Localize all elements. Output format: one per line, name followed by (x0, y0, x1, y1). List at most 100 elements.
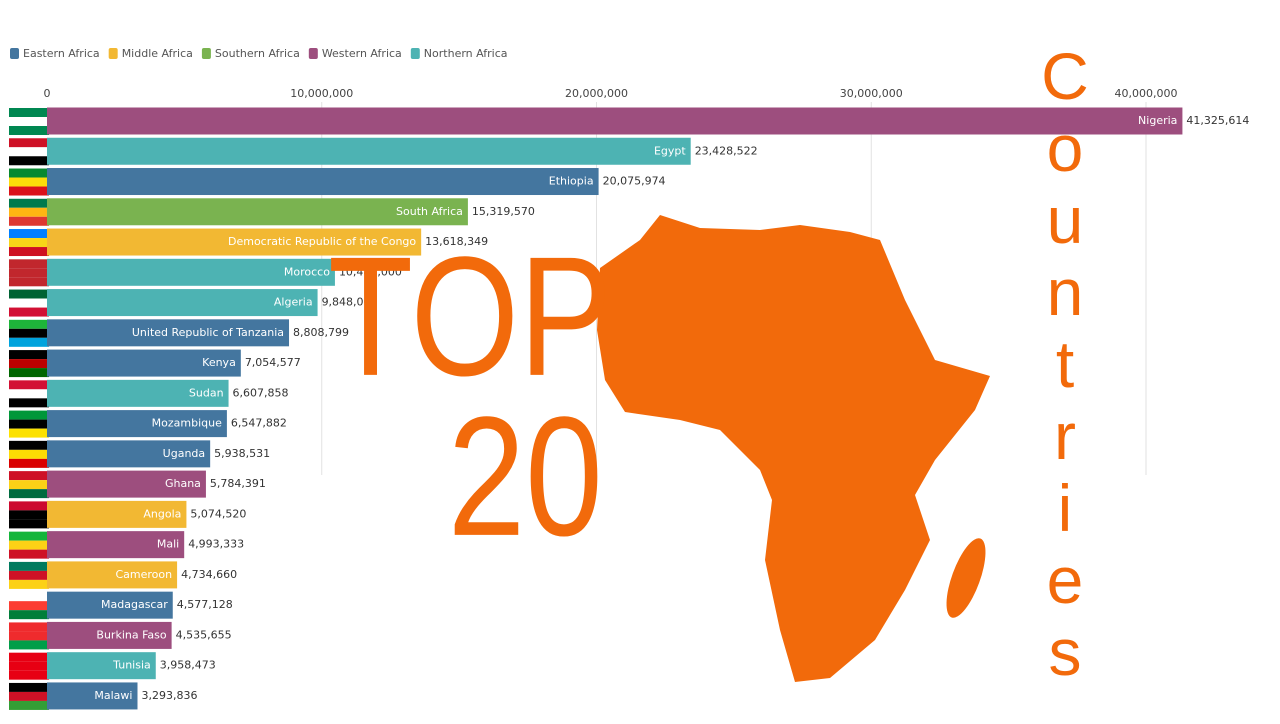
flag (9, 682, 49, 692)
bar-label: Egypt (654, 144, 686, 157)
flag (9, 268, 49, 278)
flag (9, 610, 49, 620)
flag (9, 531, 49, 541)
flag (9, 117, 49, 126)
value-label: 8,808,799 (293, 326, 349, 339)
legend-swatch (10, 48, 19, 59)
value-label: 4,993,333 (188, 538, 244, 551)
legend-swatch (410, 48, 420, 59)
bar (47, 652, 156, 680)
bar (47, 682, 138, 710)
flag (9, 592, 49, 602)
flag (9, 307, 49, 317)
bar (47, 168, 599, 196)
bar (47, 289, 318, 317)
legend-label: Southern Africa (215, 47, 300, 60)
flag (9, 501, 49, 511)
value-label: 6,607,858 (233, 386, 289, 399)
flag (9, 661, 49, 671)
flag (9, 368, 49, 378)
bar-label: Tunisia (112, 659, 151, 672)
flag (9, 138, 49, 148)
flag (9, 570, 49, 580)
bar-label: Democratic Republic of the Congo (228, 235, 416, 248)
flag (9, 337, 49, 347)
flag (9, 428, 49, 438)
value-label: 5,938,531 (214, 447, 270, 460)
flag (9, 449, 49, 459)
bar-label: United Republic of Tanzania (132, 326, 284, 339)
bar-label: Burkina Faso (96, 628, 166, 641)
bar-label: Morocco (284, 265, 330, 278)
madagascar (946, 538, 986, 618)
bar-label: South Africa (396, 205, 463, 218)
flag (9, 410, 49, 420)
bar-label: Uganda (163, 447, 205, 460)
flag (9, 156, 49, 166)
flag (9, 147, 49, 157)
bar-label: Sudan (189, 386, 224, 399)
legend-swatch (308, 48, 318, 59)
flag (9, 471, 49, 481)
bar-label: Ghana (165, 477, 201, 490)
bar-label: Mali (157, 538, 179, 551)
flag (9, 216, 49, 226)
value-label: 23,428,522 (695, 144, 758, 157)
flag (9, 519, 49, 529)
x-tick-label: 20,000,000 (565, 87, 628, 100)
flag (9, 561, 49, 571)
flag (9, 186, 49, 196)
value-label: 5,074,520 (190, 507, 246, 520)
flag (9, 359, 49, 369)
legend-label: Middle Africa (122, 47, 193, 60)
flag (9, 510, 49, 520)
flag (9, 652, 49, 662)
flag (9, 480, 49, 490)
flag (9, 579, 49, 589)
flag (9, 419, 49, 429)
value-label: 7,054,577 (245, 356, 301, 369)
legend-label: Northern Africa (424, 47, 508, 60)
bar (47, 531, 185, 559)
legend-label: Western Africa (322, 47, 402, 60)
flag (9, 549, 49, 559)
flag (9, 277, 49, 287)
bar (47, 591, 173, 619)
value-label: 3,958,473 (160, 659, 216, 672)
legend-label: Eastern Africa (23, 47, 100, 60)
flag (9, 177, 49, 187)
x-tick-label: 10,000,000 (290, 87, 353, 100)
value-label: 41,325,614 (1186, 114, 1249, 127)
bar-label: Malawi (94, 689, 132, 702)
flag (9, 440, 49, 450)
flag (9, 126, 49, 135)
value-label: 4,535,655 (176, 628, 232, 641)
legend-swatch (108, 48, 118, 59)
value-label: 10,480,000 (339, 265, 402, 278)
flag (9, 458, 49, 468)
bar (47, 319, 290, 347)
flag (9, 601, 49, 611)
bar-label: Ethiopia (549, 175, 594, 188)
bar (47, 137, 691, 165)
flag (9, 398, 49, 408)
value-label: 13,618,349 (425, 235, 488, 248)
value-label: 9,848,000 (322, 296, 378, 309)
top-text: TOP (328, 221, 612, 411)
flag (9, 622, 49, 632)
bar-label: Mozambique (152, 417, 222, 430)
value-label: 5,784,391 (210, 477, 266, 490)
flag (9, 289, 49, 299)
bar-label: Angola (143, 507, 181, 520)
bar (47, 198, 468, 226)
legend-swatch (201, 48, 211, 59)
value-label: 4,734,660 (181, 568, 237, 581)
bar-label: Cameroon (115, 568, 172, 581)
x-tick-label: 30,000,000 (840, 87, 903, 100)
bar (47, 410, 227, 438)
flag (9, 489, 49, 499)
bar (47, 621, 172, 649)
flag (9, 108, 49, 117)
value-label: 4,577,128 (177, 598, 233, 611)
